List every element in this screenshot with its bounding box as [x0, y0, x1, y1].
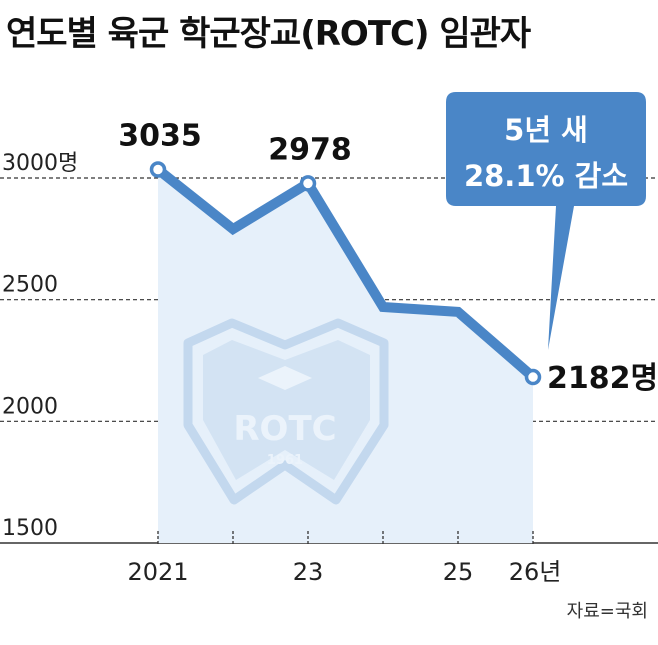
data-label: 2978 [268, 132, 352, 167]
callout-bubble [446, 92, 646, 350]
series-polyline [154, 165, 537, 381]
y-tick-label: 2000 [2, 394, 58, 419]
area-polygon [158, 169, 533, 543]
emblem-shield [183, 318, 389, 505]
emblem-text: ROTC [233, 409, 336, 449]
graduation-cap-icon [258, 366, 312, 390]
x-tick-label: 2021 [127, 558, 188, 586]
data-labels: 3035 2978 2182명 [118, 118, 658, 396]
x-axis-labels: 2021 23 25 26년 [127, 558, 561, 586]
y-tick-label: 3000명 [2, 151, 78, 176]
chart-title: 연도별 육군 학군장교(ROTC) 임관자 [6, 14, 531, 54]
callout-line2: 28.1% 감소 [464, 159, 628, 193]
data-point [299, 175, 317, 192]
x-tick-label: 26년 [509, 558, 562, 586]
y-tick-label: 1500 [2, 516, 58, 541]
x-tick-label: 23 [293, 558, 324, 586]
series-line [154, 165, 537, 381]
x-axis-ticks [157, 531, 534, 545]
data-point [149, 161, 167, 178]
callout-line1: 5년 새 [504, 113, 588, 147]
area-fill [158, 169, 533, 543]
y-tick-label: 2500 [2, 273, 58, 298]
callout-box: 5년 새 28.1% 감소 [446, 92, 646, 350]
source-note: 자료=국회 [567, 601, 648, 622]
rotc-watermark: ROTC 1961 [183, 318, 389, 505]
data-points [149, 161, 542, 386]
emblem-year: 1961 [267, 453, 303, 468]
emblem-inner [203, 340, 370, 480]
x-tick-label: 25 [443, 558, 474, 586]
data-label: 2182명 [547, 361, 658, 396]
data-label: 3035 [118, 118, 202, 153]
y-axis-labels: 1500 2000 2500 3000명 [2, 151, 78, 541]
data-point [524, 368, 542, 386]
